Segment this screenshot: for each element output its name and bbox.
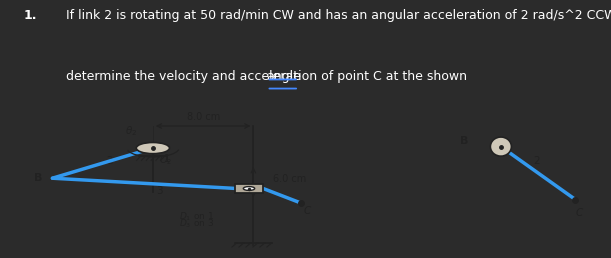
Text: $O_2$: $O_2$	[159, 153, 172, 167]
Text: 8.0 cm: 8.0 cm	[186, 112, 220, 122]
Text: 3: 3	[156, 187, 163, 196]
Text: If link 2 is rotating at 50 rad/min CW and has an angular acceleration of 2 rad/: If link 2 is rotating at 50 rad/min CW a…	[66, 9, 611, 22]
Circle shape	[136, 142, 169, 154]
Text: 2: 2	[106, 156, 112, 166]
Text: C: C	[304, 206, 311, 216]
Text: 4: 4	[241, 187, 248, 196]
Circle shape	[243, 187, 255, 190]
Text: B: B	[34, 173, 42, 183]
Text: 1.: 1.	[23, 9, 37, 22]
Text: B: B	[460, 136, 469, 146]
Text: C: C	[576, 208, 583, 218]
Text: $\theta_2$: $\theta_2$	[125, 124, 137, 138]
Text: 2: 2	[533, 156, 540, 166]
Text: angle: angle	[266, 70, 301, 83]
Text: $D_1$ on 1: $D_1$ on 1	[179, 210, 214, 223]
Text: $D_3$ on 3: $D_3$ on 3	[179, 217, 214, 230]
Text: 1: 1	[164, 154, 170, 164]
Text: 6.0 cm: 6.0 cm	[273, 174, 306, 184]
Text: determine the velocity and acceleration of point C at the shown: determine the velocity and acceleration …	[66, 70, 471, 83]
FancyBboxPatch shape	[235, 184, 263, 192]
Circle shape	[491, 137, 511, 156]
